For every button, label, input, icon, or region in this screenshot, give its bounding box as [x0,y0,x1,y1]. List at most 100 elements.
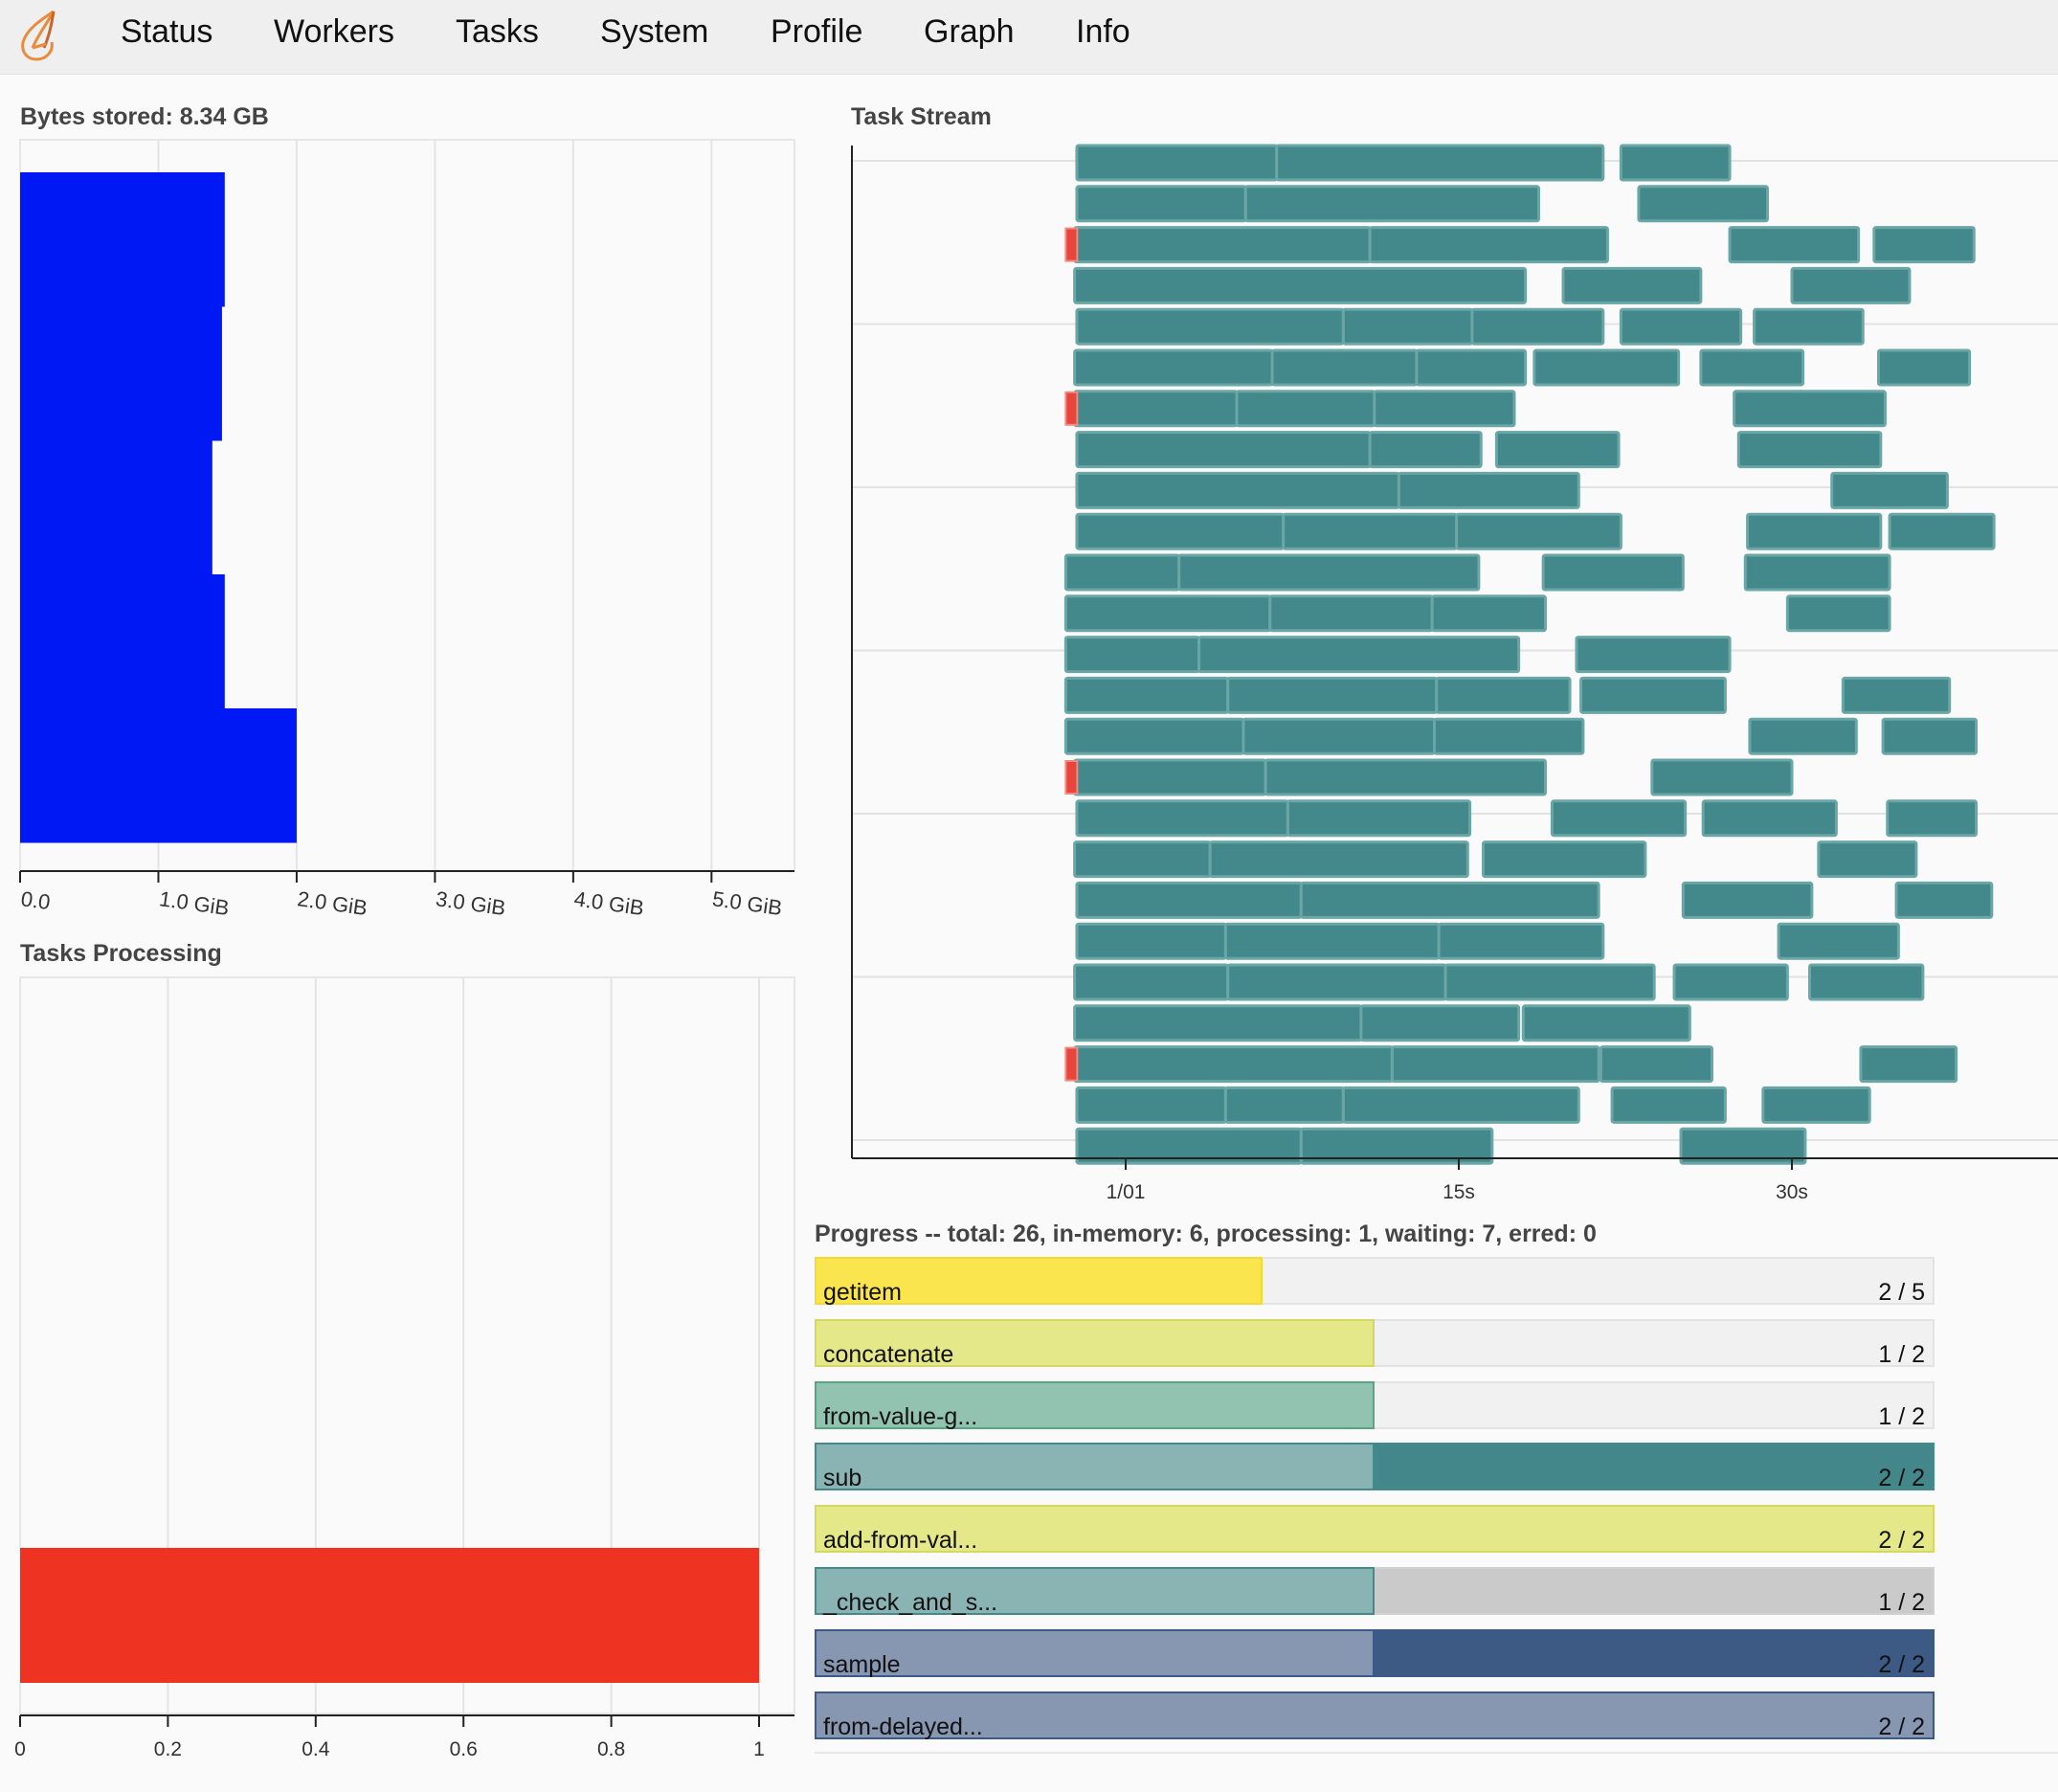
nav-info[interactable]: Info [1076,13,1130,50]
task-rect [1841,676,1952,714]
task-rect [1894,881,1994,919]
task-rect [1341,1086,1580,1124]
task-rect [1728,226,1861,264]
tasks-processing-title: Tasks Processing [20,940,222,967]
task-rect [1886,799,1979,838]
memory-bar [20,574,225,709]
progress-count: 2 / 5 [1878,1279,1925,1306]
bytes-stored-chart[interactable]: 0.0 1.0 GiB 2.0 GiB 3.0 GiB 4.0 GiB 5.0 GiB [0,134,804,938]
task-rect [1881,717,1979,755]
tasks-processing-chart[interactable]: 0 0.2 0.4 0.6 0.8 1 [0,972,804,1792]
task-rect [1226,963,1447,1001]
task-rect [1373,390,1516,428]
task-rect [1619,144,1732,182]
x-tick-label: 15s [1443,1181,1475,1203]
progress-fill-released [1375,1443,1935,1491]
memory-bar [20,306,222,441]
progress-task-name: from-delayed... [823,1713,983,1740]
task-rect [1197,636,1521,674]
task-rect [1226,676,1439,714]
progress-fill-memory [815,1380,1375,1429]
task-rect [1435,676,1572,714]
progress-task-name: sample [823,1650,901,1678]
task-rect [1761,1086,1871,1124]
task-rect [1368,431,1483,469]
task-rect [1532,348,1681,387]
task-rect [1282,512,1459,550]
task-rect [1872,226,1976,264]
task-rect [1575,636,1732,674]
progress-row[interactable]: from-delayed... 2 / 2 [815,1691,1935,1741]
progress-fill-memory [815,1443,1375,1491]
error-task-rect [1064,391,1079,426]
navbar: Status Workers Tasks System Profile Grap… [0,0,2058,75]
task-rect [1073,1004,1363,1042]
progress-row[interactable]: sample 2 / 2 [815,1628,1935,1679]
progress-count: 2 / 2 [1878,1527,1925,1555]
nav-tasks[interactable]: Tasks [456,13,539,50]
error-task-rect [1064,227,1079,262]
x-tick-label: 3.0 GiB [435,886,507,920]
task-rect [1610,1086,1727,1124]
progress-task-name: concatenate [823,1340,954,1368]
task-rect [1637,185,1769,223]
task-rect [1075,922,1227,960]
task-rect [1075,185,1247,223]
task-rect [1672,963,1789,1001]
task-rect [1430,594,1547,633]
bytes-stored-title: Bytes stored: 8.34 GB [20,103,269,130]
progress-row[interactable]: getitem 2 / 5 [815,1257,1935,1307]
task-stream-chart[interactable]: 1/01 15s 30s [842,134,2058,1206]
dask-flame-logo-icon[interactable] [17,6,65,65]
task-rect [1235,390,1376,428]
task-rect [1437,922,1605,960]
task-rect [1075,144,1279,182]
task-rect [1736,431,1883,469]
x-tick-label: 0.8 [597,1738,625,1760]
x-tick-label: 1.0 GiB [158,886,231,920]
progress-fill-memory [815,1318,1375,1367]
nav-workers[interactable]: Workers [274,13,394,50]
task-rect [1270,348,1419,387]
task-rect [1299,1127,1494,1165]
task-stream-title: Task Stream [851,103,992,130]
x-tick-label: 0.6 [450,1738,478,1760]
task-rect [1701,799,1838,838]
progress-fill-memory [815,1505,1935,1554]
progress-count: 1 / 2 [1878,1340,1925,1368]
task-rect [1073,1045,1394,1084]
task-rect [1299,881,1600,919]
task-rect [1390,1045,1600,1084]
task-rect [1550,799,1688,838]
task-rect [1073,963,1230,1001]
task-rect [1063,717,1245,755]
task-rect [1063,553,1181,592]
task-rect [1275,144,1605,182]
progress-row[interactable]: from-value-g... 1 / 2 [815,1380,1935,1431]
task-rect [1619,307,1743,346]
task-rect [1075,799,1289,838]
task-rect [1599,1045,1713,1084]
task-rect [1785,594,1891,633]
progress-fill-memory [815,1628,1375,1677]
progress-row[interactable]: sub 2 / 2 [815,1443,1935,1492]
x-tick-label: 0.0 [19,886,52,914]
task-rect [1743,553,1891,592]
nav-graph[interactable]: Graph [924,13,1015,50]
nav-status[interactable]: Status [121,13,213,50]
task-rect [1073,758,1267,796]
task-rect [1073,348,1274,387]
progress-row[interactable]: _check_and_s... 1 / 2 [815,1567,1935,1617]
progress-row[interactable]: concatenate 1 / 2 [815,1318,1935,1369]
task-rect [1777,922,1900,960]
task-rect [1733,390,1887,428]
nav-system[interactable]: System [600,13,709,50]
task-rect [1359,1004,1521,1042]
task-rect [1699,348,1805,387]
x-tick-label: 1 [753,1738,765,1760]
task-rect [1482,840,1647,879]
x-tick-label: 4.0 GiB [572,886,645,920]
progress-row[interactable]: add-from-val... 2 / 2 [815,1505,1935,1555]
nav-profile[interactable]: Profile [771,13,863,50]
task-rect [1075,471,1400,509]
